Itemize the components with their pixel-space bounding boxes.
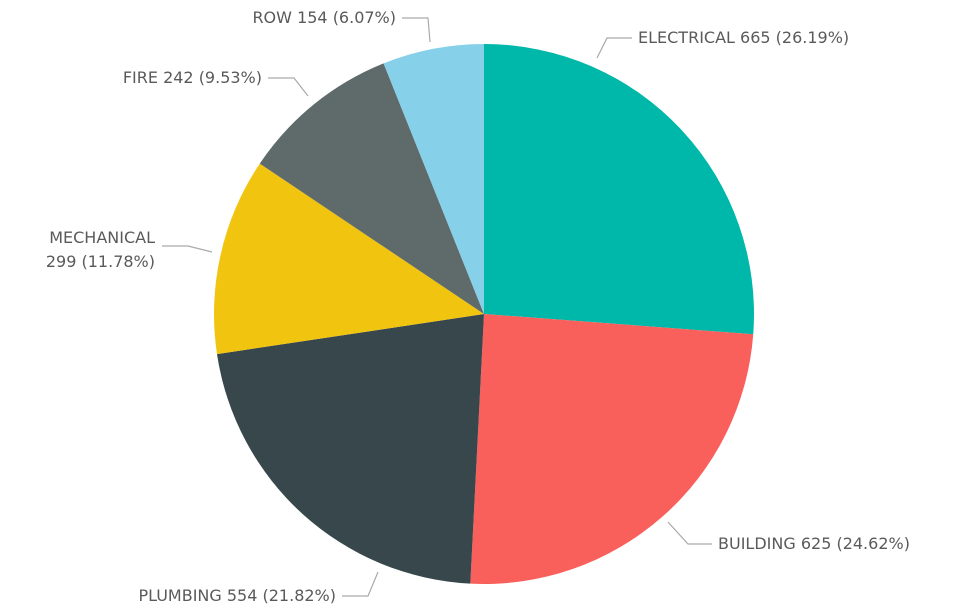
slice-value: 242 (9.53%) — [163, 68, 262, 87]
leader-line — [342, 571, 379, 597]
pie-slice — [383, 44, 484, 314]
slice-label: PLUMBING 554 (21.82%) — [138, 586, 336, 605]
pie-slice — [216, 314, 485, 584]
pie-slice — [259, 63, 484, 314]
slice-category: ROW — [252, 8, 292, 27]
slice-value: 154 (6.07%) — [297, 8, 396, 27]
slice-value: 625 (24.62%) — [801, 534, 910, 553]
leader-line — [667, 521, 712, 545]
slice-label: MECHANICAL 299 (11.78%) — [46, 228, 155, 271]
pie-slice — [484, 44, 754, 335]
slice-category: BUILDING — [718, 534, 796, 553]
pie-slice — [214, 163, 484, 355]
slice-label: FIRE 242 (9.53%) — [123, 68, 262, 87]
leader-line — [596, 37, 632, 59]
slice-value: 554 (21.82%) — [227, 586, 336, 605]
slice-value: 665 (26.19%) — [740, 28, 849, 47]
slice-category: FIRE — [123, 68, 158, 87]
leader-line — [402, 17, 431, 43]
leader-line — [268, 77, 309, 97]
slice-category: ELECTRICAL — [638, 28, 735, 47]
slice-label: BUILDING 625 (24.62%) — [718, 534, 910, 553]
slice-category: MECHANICAL — [49, 228, 155, 247]
slice-label: ELECTRICAL 665 (26.19%) — [638, 28, 849, 47]
pie-slice — [470, 314, 754, 584]
slice-category: PLUMBING — [138, 586, 221, 605]
slice-value: 299 (11.78%) — [46, 252, 155, 271]
leader-line — [162, 245, 213, 253]
slice-label: ROW 154 (6.07%) — [252, 8, 396, 27]
